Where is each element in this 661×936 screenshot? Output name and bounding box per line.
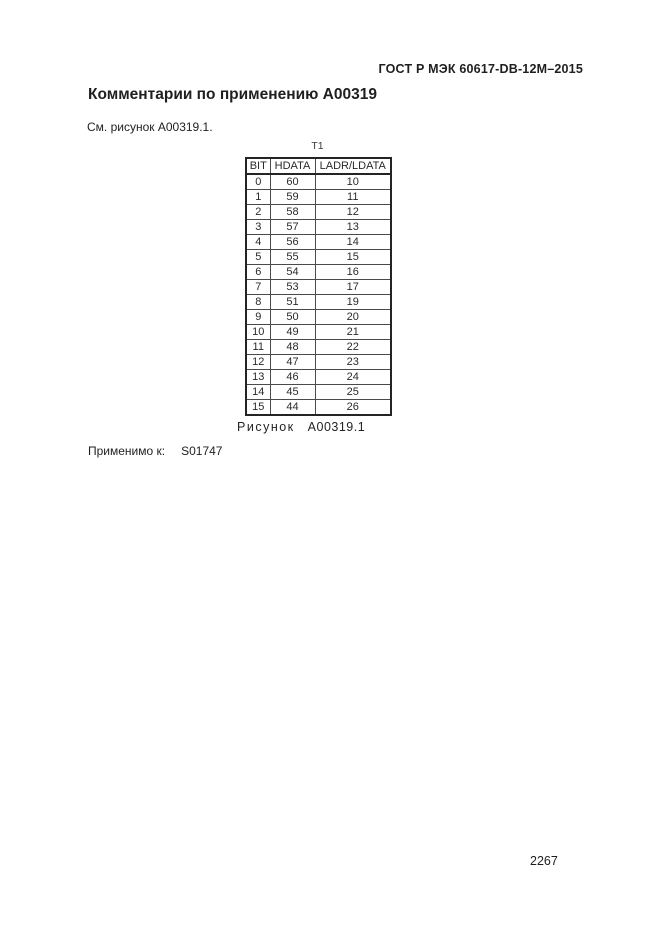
table-row: 0 60 10 xyxy=(245,173,392,190)
table-row: 14 45 25 xyxy=(245,384,392,400)
table-cell: 21 xyxy=(314,324,392,340)
table-cell: 14 xyxy=(314,234,392,250)
applicable-to-value: S01747 xyxy=(181,444,223,458)
table-cell: 13 xyxy=(245,369,271,385)
table-cell: 7 xyxy=(245,279,271,295)
table-cell: 6 xyxy=(245,264,271,280)
figure-caption-label: Рисунок xyxy=(237,420,295,434)
applicable-to-line: Применимо к: S01747 xyxy=(88,444,222,458)
table-cell: 2 xyxy=(245,204,271,220)
table-cell: 51 xyxy=(269,294,316,310)
table-cell: 49 xyxy=(269,324,316,340)
table-cell: 11 xyxy=(314,189,392,205)
table-cell: 8 xyxy=(245,294,271,310)
table-cell: 12 xyxy=(314,204,392,220)
table-cell: 56 xyxy=(269,234,316,250)
table-cell: 50 xyxy=(269,309,316,325)
table-cell: 13 xyxy=(314,219,392,235)
standard-designation-header: ГОСТ Р МЭК 60617-DB-12M–2015 xyxy=(378,62,583,76)
table-cell: 47 xyxy=(269,354,316,370)
figure-table: BIT HDATA LADR/LDATA 0 60 10 1 59 11 2 58 12 3 57 1… xyxy=(245,157,392,416)
table-cell: 25 xyxy=(314,384,392,400)
table-row: 7 53 17 xyxy=(245,279,392,295)
table-cell: 14 xyxy=(245,384,271,400)
table-cell: 17 xyxy=(314,279,392,295)
table-row: 10 49 21 xyxy=(245,324,392,340)
table-cell: 23 xyxy=(314,354,392,370)
figure-table-header: BIT HDATA LADR/LDATA xyxy=(245,157,392,175)
table-row: 5 55 15 xyxy=(245,249,392,265)
table-cell: 19 xyxy=(314,294,392,310)
table-cell: 0 xyxy=(245,173,271,190)
table-cell: 16 xyxy=(314,264,392,280)
table-cell: 3 xyxy=(245,219,271,235)
table-cell: 58 xyxy=(269,204,316,220)
table-row: 3 57 13 xyxy=(245,219,392,235)
table-row: 13 46 24 xyxy=(245,369,392,385)
table-cell: 59 xyxy=(269,189,316,205)
table-cell: 60 xyxy=(269,173,316,190)
table-cell: 15 xyxy=(314,249,392,265)
table-row: 15 44 26 xyxy=(245,399,392,416)
table-cell: 15 xyxy=(245,399,271,416)
table-cell: 1 xyxy=(245,189,271,205)
table-row: 2 58 12 xyxy=(245,204,392,220)
table-cell: 4 xyxy=(245,234,271,250)
column-header-hdata: HDATA xyxy=(269,157,316,175)
table-cell: 44 xyxy=(269,399,316,416)
table-cell: 10 xyxy=(314,173,392,190)
table-cell: 12 xyxy=(245,354,271,370)
table-cell: 20 xyxy=(314,309,392,325)
see-figure-note: См. рисунок A00319.1. xyxy=(87,120,213,134)
figure-table-container: BIT HDATA LADR/LDATA 0 60 10 1 59 11 2 58 12 3 57 1… xyxy=(245,157,392,416)
column-header-bit: BIT xyxy=(245,157,271,175)
applicable-to-label: Применимо к: xyxy=(88,444,166,458)
table-cell: 53 xyxy=(269,279,316,295)
table-cell: 22 xyxy=(314,339,392,355)
table-cell: 54 xyxy=(269,264,316,280)
table-header-row: BIT HDATA LADR/LDATA xyxy=(245,157,392,175)
table-cell: 11 xyxy=(245,339,271,355)
table-cell: 9 xyxy=(245,309,271,325)
table-row: 4 56 14 xyxy=(245,234,392,250)
table-cell: 45 xyxy=(269,384,316,400)
table-cell: 57 xyxy=(269,219,316,235)
table-cell: 5 xyxy=(245,249,271,265)
figure-table-body: 0 60 10 1 59 11 2 58 12 3 57 13 4 56 14 5 55 15 6 54 16 7 53 17… xyxy=(245,173,392,416)
page-title: Комментарии по применению A00319 xyxy=(88,86,377,103)
table-row: 9 50 20 xyxy=(245,309,392,325)
table-cell: 55 xyxy=(269,249,316,265)
figure-caption-number: A00319.1 xyxy=(307,420,366,434)
table-row: 8 51 19 xyxy=(245,294,392,310)
table-row: 11 48 22 xyxy=(245,339,392,355)
table-row: 12 47 23 xyxy=(245,354,392,370)
table-title: T1 xyxy=(311,140,324,152)
page-number: 2267 xyxy=(530,854,558,868)
table-cell: 46 xyxy=(269,369,316,385)
figure-caption: Рисунок A00319.1 xyxy=(237,420,365,434)
table-row: 6 54 16 xyxy=(245,264,392,280)
column-header-ladr-ldata: LADR/LDATA xyxy=(314,157,392,175)
table-cell: 48 xyxy=(269,339,316,355)
table-cell: 24 xyxy=(314,369,392,385)
table-cell: 26 xyxy=(314,399,392,416)
table-row: 1 59 11 xyxy=(245,189,392,205)
table-cell: 10 xyxy=(245,324,271,340)
